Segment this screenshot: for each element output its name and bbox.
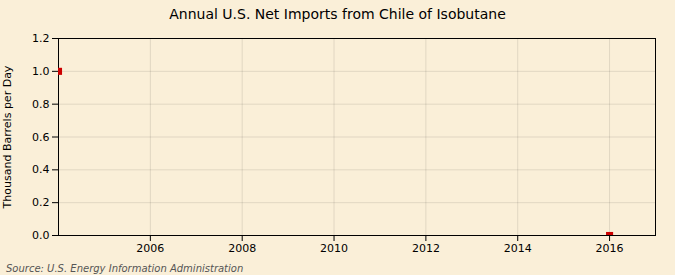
html-text:Source: U.S. Energy Informatio: Source: U.S. Energy Information Administ… [6, 263, 244, 274]
svg-text:2014: 2014 [504, 242, 532, 255]
svg-text:0.6: 0.6 [32, 131, 50, 144]
svg-text:0.4: 0.4 [32, 163, 50, 176]
svg-text:2012: 2012 [412, 242, 440, 255]
svg-text:1.0: 1.0 [32, 65, 50, 78]
svg-text:1.2: 1.2 [32, 32, 50, 45]
svg-text:2006: 2006 [136, 242, 164, 255]
svg-text:2010: 2010 [320, 242, 348, 255]
svg-text:Thousand Barrels per Day: Thousand Barrels per Day [1, 65, 14, 209]
svg-text:0.0: 0.0 [32, 229, 50, 242]
svg-text:0.8: 0.8 [32, 98, 50, 111]
svg-text:0.2: 0.2 [32, 196, 50, 209]
svg-text:2016: 2016 [596, 242, 624, 255]
html-text:Annual U.S. Net Imports from C: Annual U.S. Net Imports from Chile of Is… [169, 6, 506, 22]
svg-text:2008: 2008 [228, 242, 256, 255]
